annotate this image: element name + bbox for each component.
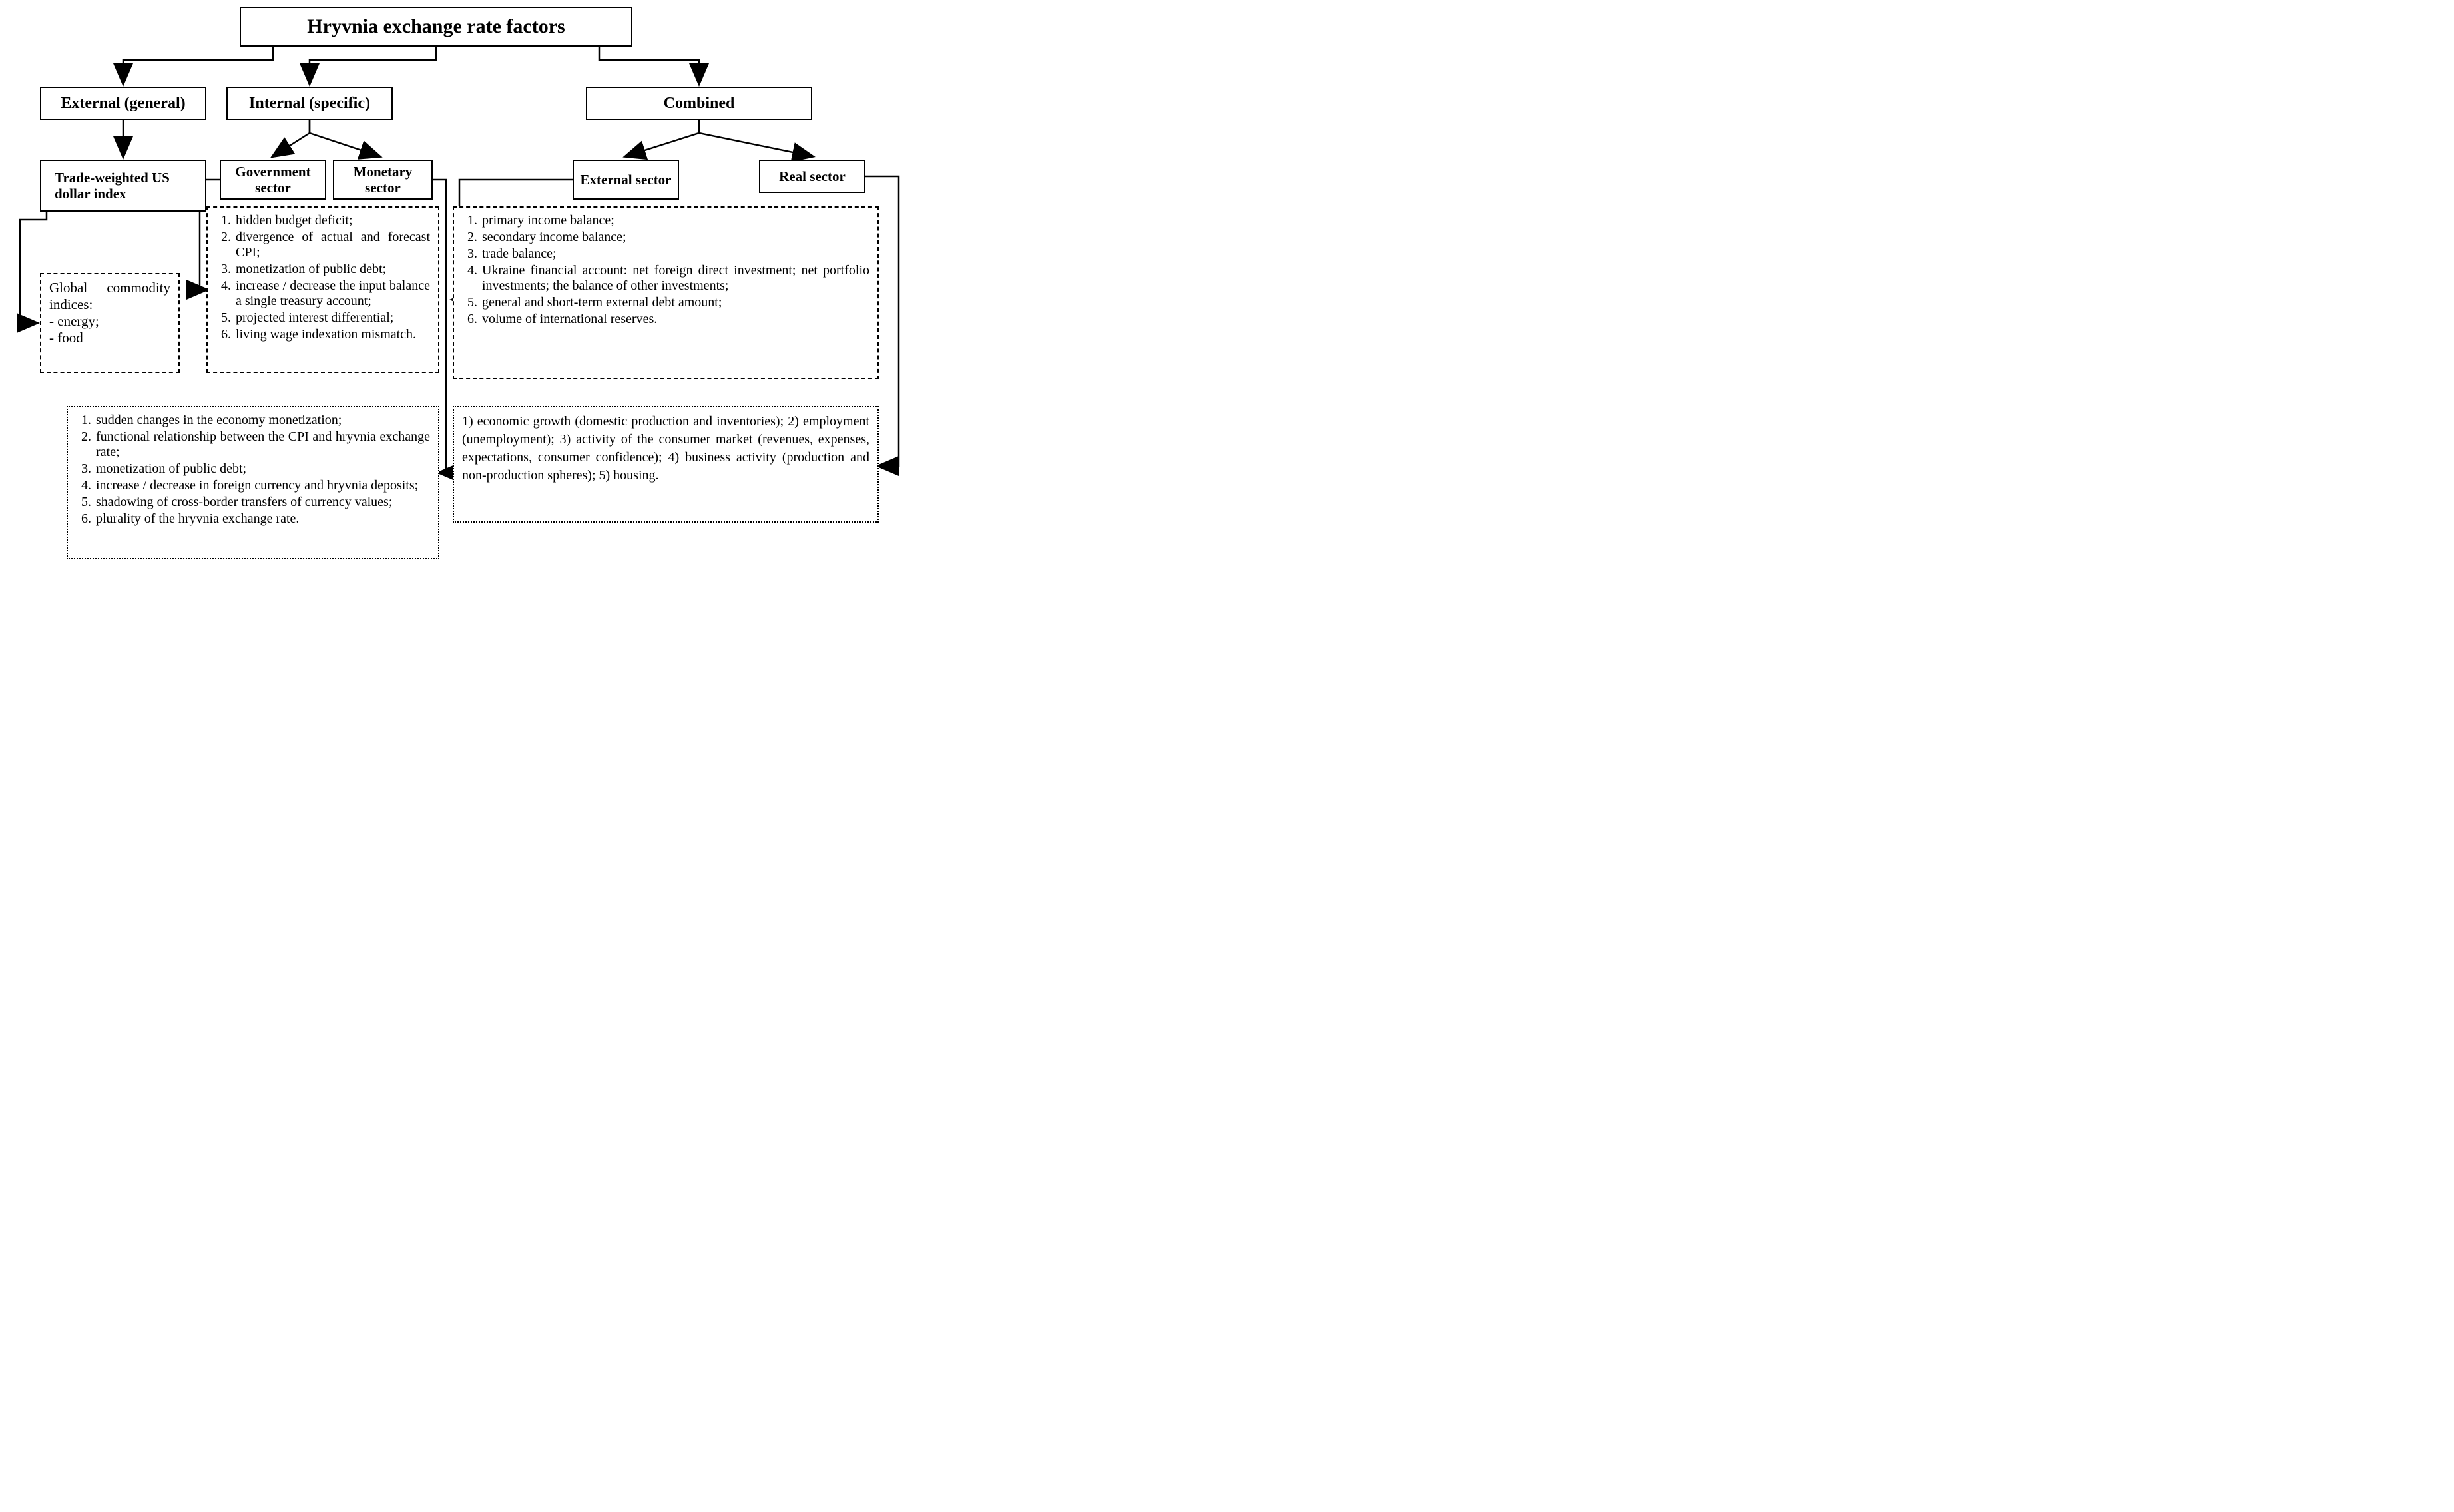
gov-list-box: hidden budget deficit; divergence of act… [206, 206, 439, 373]
ext-item: volume of international reserves. [481, 312, 869, 328]
mon-item: plurality of the hryvnia exchange rate. [95, 511, 430, 528]
ext-item: general and short-term external debt amo… [481, 295, 869, 312]
gov-item: hidden budget deficit; [234, 213, 430, 230]
mon-item: functional relationship between the CPI … [95, 429, 430, 461]
gov-item: projected interest differential; [234, 310, 430, 327]
node-external-sector: External sector [573, 160, 679, 200]
mon-list-box: sudden changes in the economy monetizati… [67, 406, 439, 559]
mon-item: increase / decrease in foreign currency … [95, 478, 430, 495]
mon-item: monetization of public debt; [95, 461, 430, 478]
real-para-text: 1) economic growth (domestic production … [462, 413, 869, 485]
ext-item: trade balance; [481, 246, 869, 263]
ext-list-box: primary income balance; secondary income… [453, 206, 879, 379]
mon-item: shadowing of cross-border transfers of c… [95, 495, 430, 511]
ext-item: primary income balance; [481, 213, 869, 230]
gov-item: divergence of actual and forecast CPI; [234, 230, 430, 262]
ext-item: secondary income balance; [481, 230, 869, 246]
node-trade-weighted: Trade-weighted US dollar index [40, 160, 206, 212]
real-para-box: 1) economic growth (domestic production … [453, 406, 879, 523]
diagram-canvas: Hryvnia exchange rate factors External (… [7, 7, 992, 619]
ext-item: Ukraine financial account: net foreign d… [481, 263, 869, 295]
category-internal: Internal (specific) [226, 87, 393, 120]
node-monetary-sector: Monetary sector [333, 160, 433, 200]
category-combined: Combined [586, 87, 812, 120]
mon-item: sudden changes in the economy monetizati… [95, 413, 430, 429]
gov-item: monetization of public debt; [234, 262, 430, 278]
root-node: Hryvnia exchange rate factors [240, 7, 632, 47]
global-commodity-b1: - energy; [49, 313, 170, 330]
gov-item: living wage indexation mismatch. [234, 327, 430, 344]
node-government-sector: Government sector [220, 160, 326, 200]
global-commodity-heading: Global commodity indices: [49, 280, 170, 313]
gov-item: increase / decrease the input balance a … [234, 278, 430, 310]
node-real-sector: Real sector [759, 160, 865, 193]
category-external: External (general) [40, 87, 206, 120]
global-commodity-b2: - food [49, 330, 170, 346]
global-commodity-box: Global commodity indices: - energy; - fo… [40, 273, 180, 373]
